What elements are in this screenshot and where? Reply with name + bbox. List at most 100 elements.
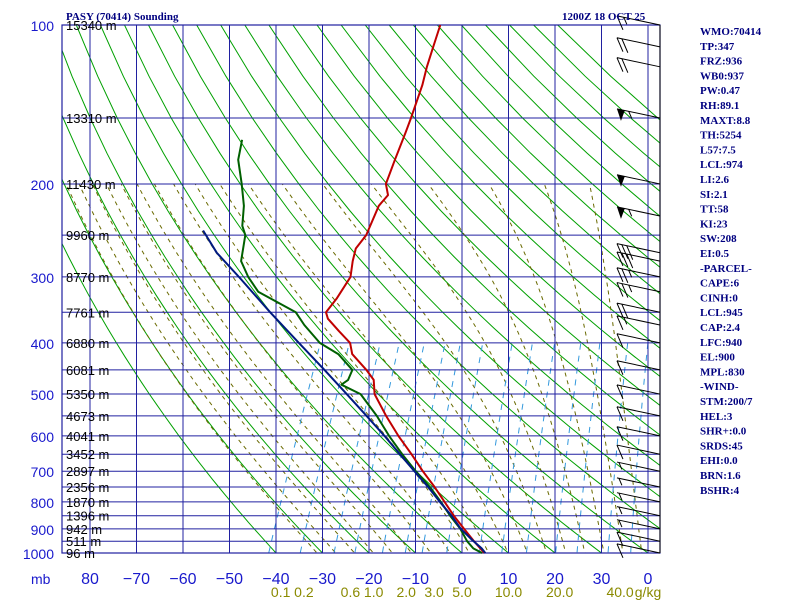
moist-adiabat [120, 183, 394, 553]
index-value: LI:2.6 [700, 174, 730, 186]
height-label: 96 m [66, 546, 95, 561]
barb-staff [616, 206, 661, 217]
dry-adiabat [220, 25, 660, 498]
mixing-ratio-label: 2.0 [396, 584, 416, 600]
dry-adiabat [364, 25, 660, 322]
barb-staff [616, 360, 661, 371]
mixing-ratio-line [446, 342, 484, 553]
barb-staff [616, 108, 661, 119]
mixing-ratio-line [299, 342, 350, 553]
mixing-ratio-label: 1.0 [364, 584, 384, 600]
barb-flag [621, 252, 629, 268]
moist-adiabat [543, 183, 624, 553]
dry-adiabat [172, 25, 649, 553]
mixing-ratio-label: 5.0 [452, 584, 472, 600]
height-label: 3452 m [66, 447, 109, 462]
pressure-label: 600 [31, 429, 55, 445]
sounding-traces [202, 24, 487, 554]
height-label: 2356 m [66, 480, 109, 495]
dry-adiabat [461, 25, 660, 217]
height-label: 9960 m [66, 228, 109, 243]
temperature-tick-label: −50 [216, 571, 243, 588]
wind-barb [616, 108, 661, 121]
barb-pennant [616, 108, 625, 121]
index-value: LCL:974 [700, 159, 743, 171]
barb-flag [616, 302, 624, 318]
moist-adiabat [173, 183, 451, 553]
height-label: 7761 m [66, 305, 109, 320]
barb-flag [616, 267, 624, 282]
dry-adiabat [62, 242, 277, 553]
index-value: LCL:945 [700, 307, 743, 319]
dry-adiabat [62, 177, 324, 553]
index-value: LFC:940 [700, 337, 743, 349]
dry-adiabat [437, 25, 660, 243]
dry-adiabat [316, 25, 660, 378]
mixing-ratio-label: 40.0 [606, 584, 633, 600]
barb-staff [616, 519, 661, 530]
wind-barb [616, 206, 661, 219]
barb-half-flag [628, 209, 633, 217]
valid-time: 1200Z 18 OCT 25 [562, 11, 646, 23]
barb-flag [616, 406, 624, 421]
temperature-trace [325, 24, 486, 554]
mixing-ratio-label: 0.6 [341, 584, 361, 600]
dry-adiabat [292, 25, 660, 406]
barb-half-flag [628, 111, 633, 119]
wind-barb [616, 57, 661, 73]
barb-half-flag [618, 519, 623, 528]
index-value: TH:5254 [700, 130, 742, 142]
barb-staff [616, 251, 661, 262]
barb-staff [616, 477, 661, 488]
dewpoint-trace [237, 139, 483, 554]
barb-half-flag [628, 284, 633, 293]
height-label: 2897 m [66, 464, 109, 479]
height-label: 942 m [66, 522, 102, 537]
index-value: KI:23 [700, 218, 728, 230]
barb-flag [626, 253, 634, 269]
wind-barb [616, 444, 661, 460]
barb-staff [616, 461, 661, 472]
index-value: TP:347 [700, 41, 735, 53]
mixing-ratio-line [576, 342, 601, 553]
barb-flag [621, 303, 629, 319]
wind-barb [616, 267, 661, 284]
wind-barb [616, 37, 661, 53]
height-label: 5350 m [66, 387, 109, 402]
height-label: 15340 m [66, 18, 117, 33]
wind-barb [616, 15, 661, 31]
parcel-trace [202, 229, 487, 554]
wind-barb [616, 506, 661, 517]
index-value: EHI:0.0 [700, 455, 738, 467]
barb-half-flag [623, 17, 628, 25]
index-value: -PARCEL- [700, 263, 752, 275]
wind-barb [616, 477, 661, 488]
mixing-ratio-line [630, 342, 649, 553]
chart-title: PASY (70414) Sounding [66, 11, 179, 23]
wind-barb [616, 302, 661, 319]
temperature-tick-label: −20 [355, 571, 382, 588]
pressure-label: 1000 [23, 546, 54, 562]
barb-staff [616, 406, 661, 417]
wind-barb [616, 174, 661, 187]
barb-flag [616, 251, 624, 267]
height-label: 4041 m [66, 429, 109, 444]
index-value: WMO:70414 [700, 26, 762, 38]
height-label: 6081 m [66, 363, 109, 378]
barb-staff [616, 243, 661, 254]
index-value: SI:2.1 [700, 189, 728, 201]
temperature-tick-label: 0 [458, 571, 467, 588]
moist-adiabat [136, 183, 413, 553]
pressure-label: 500 [31, 387, 55, 403]
background-lines [61, 24, 661, 554]
mixing-ratio-line [525, 342, 556, 553]
index-value: SW:208 [700, 233, 737, 245]
temperature-tick-label: −70 [123, 571, 150, 588]
dry-adiabat [412, 25, 660, 268]
barb-half-flag [618, 478, 623, 486]
barb-half-flag [623, 317, 628, 325]
temperature-tick-label: −40 [262, 571, 289, 588]
mixing-ratio-label: 3.0 [424, 584, 444, 600]
barb-flag [616, 360, 624, 375]
clipped-lines [62, 25, 660, 553]
